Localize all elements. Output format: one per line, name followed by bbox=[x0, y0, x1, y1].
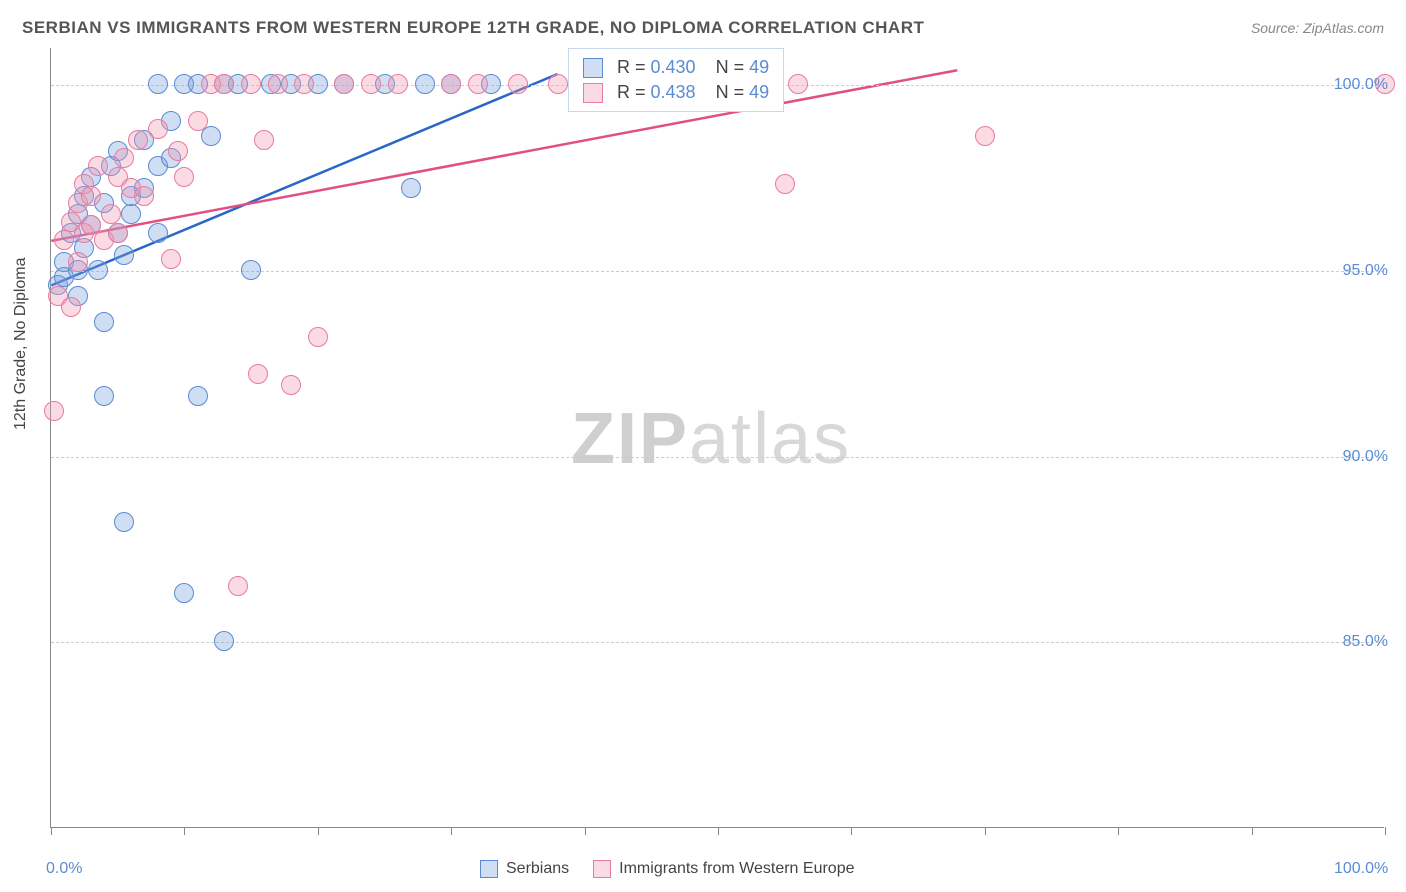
scatter-point bbox=[101, 204, 121, 224]
gridline bbox=[51, 642, 1384, 643]
scatter-point bbox=[241, 260, 261, 280]
scatter-point bbox=[168, 141, 188, 161]
y-tick-label: 90.0% bbox=[1343, 448, 1388, 466]
scatter-point bbox=[114, 245, 134, 265]
scatter-point bbox=[148, 223, 168, 243]
x-tick bbox=[1118, 827, 1119, 835]
scatter-point bbox=[254, 130, 274, 150]
stats-swatch bbox=[583, 83, 603, 103]
y-tick-label: 85.0% bbox=[1343, 633, 1388, 651]
x-tick bbox=[851, 827, 852, 835]
x-tick bbox=[184, 827, 185, 835]
scatter-point bbox=[88, 156, 108, 176]
stats-row: R = 0.430 N = 49 bbox=[569, 55, 783, 80]
scatter-point bbox=[174, 167, 194, 187]
scatter-point bbox=[68, 252, 88, 272]
stats-row: R = 0.438 N = 49 bbox=[569, 80, 783, 105]
scatter-point bbox=[281, 375, 301, 395]
scatter-point bbox=[201, 126, 221, 146]
scatter-point bbox=[214, 631, 234, 651]
scatter-point bbox=[401, 178, 421, 198]
x-tick bbox=[318, 827, 319, 835]
legend-label: Immigrants from Western Europe bbox=[619, 860, 854, 877]
scatter-point bbox=[361, 74, 381, 94]
scatter-point bbox=[508, 74, 528, 94]
source-link[interactable]: Source: ZipAtlas.com bbox=[1251, 20, 1384, 36]
scatter-point bbox=[214, 74, 234, 94]
scatter-point bbox=[161, 249, 181, 269]
scatter-point bbox=[228, 576, 248, 596]
scatter-point bbox=[108, 223, 128, 243]
watermark-atlas: atlas bbox=[689, 399, 851, 479]
plot-area: ZIPatlas bbox=[50, 48, 1384, 828]
legend-label: Serbians bbox=[506, 860, 569, 877]
x-tick bbox=[585, 827, 586, 835]
stats-swatch bbox=[583, 58, 603, 78]
x-tick bbox=[985, 827, 986, 835]
x-tick bbox=[1385, 827, 1386, 835]
x-tick-label: 100.0% bbox=[1334, 860, 1388, 878]
scatter-point bbox=[114, 148, 134, 168]
scatter-point bbox=[81, 186, 101, 206]
scatter-point bbox=[975, 126, 995, 146]
scatter-point bbox=[148, 74, 168, 94]
scatter-point bbox=[94, 386, 114, 406]
scatter-point bbox=[121, 204, 141, 224]
watermark: ZIPatlas bbox=[571, 398, 851, 480]
scatter-point bbox=[268, 74, 288, 94]
scatter-point bbox=[134, 186, 154, 206]
stats-n-value: 49 bbox=[749, 57, 769, 78]
stats-r-value: 0.430 bbox=[651, 57, 696, 78]
scatter-point bbox=[468, 74, 488, 94]
stats-r-label: R = bbox=[617, 82, 651, 103]
x-tick bbox=[1252, 827, 1253, 835]
scatter-point bbox=[148, 119, 168, 139]
scatter-point bbox=[61, 297, 81, 317]
stats-n-label: N = bbox=[716, 82, 750, 103]
stats-n-value: 49 bbox=[749, 82, 769, 103]
scatter-point bbox=[788, 74, 808, 94]
stats-r-label: R = bbox=[617, 57, 651, 78]
gridline bbox=[51, 457, 1384, 458]
scatter-point bbox=[128, 130, 148, 150]
scatter-point bbox=[294, 74, 314, 94]
stats-n-label: N = bbox=[716, 57, 750, 78]
x-tick bbox=[718, 827, 719, 835]
scatter-point bbox=[248, 364, 268, 384]
trend-line bbox=[51, 70, 957, 241]
scatter-point bbox=[241, 74, 261, 94]
legend-swatch bbox=[593, 860, 611, 878]
legend-item: Serbians bbox=[480, 860, 569, 878]
scatter-point bbox=[188, 386, 208, 406]
scatter-point bbox=[54, 230, 74, 250]
scatter-point bbox=[94, 312, 114, 332]
trend-lines bbox=[51, 48, 1384, 827]
watermark-zip: ZIP bbox=[571, 399, 689, 479]
y-tick-label: 100.0% bbox=[1334, 76, 1388, 94]
scatter-point bbox=[114, 512, 134, 532]
legend-item: Immigrants from Western Europe bbox=[593, 860, 854, 878]
y-tick-label: 95.0% bbox=[1343, 262, 1388, 280]
scatter-point bbox=[188, 111, 208, 131]
scatter-point bbox=[334, 74, 354, 94]
scatter-point bbox=[441, 74, 461, 94]
scatter-point bbox=[88, 260, 108, 280]
stats-box: R = 0.430 N = 49 R = 0.438 N = 49 bbox=[568, 48, 784, 112]
legend-swatch bbox=[480, 860, 498, 878]
x-tick-label: 0.0% bbox=[46, 860, 82, 878]
scatter-point bbox=[44, 401, 64, 421]
chart-title: SERBIAN VS IMMIGRANTS FROM WESTERN EUROP… bbox=[22, 18, 924, 38]
scatter-point bbox=[548, 74, 568, 94]
stats-r-value: 0.438 bbox=[651, 82, 696, 103]
scatter-point bbox=[415, 74, 435, 94]
x-tick bbox=[451, 827, 452, 835]
scatter-point bbox=[308, 327, 328, 347]
scatter-point bbox=[388, 74, 408, 94]
x-tick bbox=[51, 827, 52, 835]
scatter-point bbox=[775, 174, 795, 194]
y-axis-label: 12th Grade, No Diploma bbox=[12, 257, 30, 430]
scatter-point bbox=[174, 583, 194, 603]
legend: Serbians Immigrants from Western Europe bbox=[480, 860, 855, 878]
